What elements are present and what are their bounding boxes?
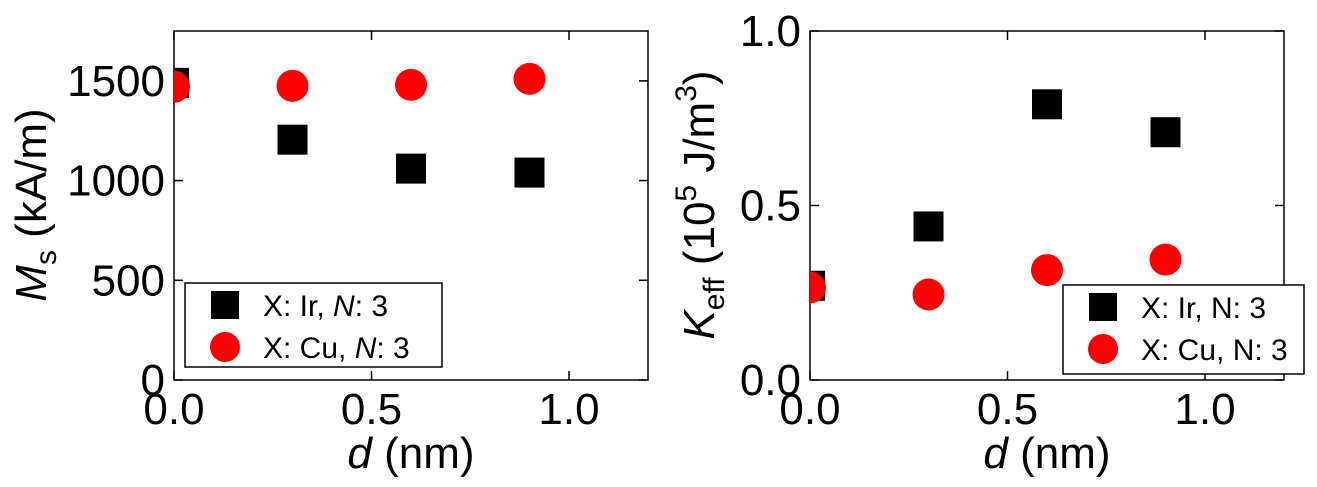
data-point-circle: [1149, 243, 1182, 276]
data-point-square: [514, 157, 545, 188]
y-axis-label: Ms (kA/m): [7, 108, 63, 301]
legend-label: X: Ir, N: 3: [1141, 292, 1266, 325]
data-layer: [810, 89, 1182, 311]
data-point-square: [277, 124, 308, 155]
x-tick-label: 0.5: [341, 385, 402, 434]
x-tick-label: 0.0: [779, 385, 840, 434]
data-point-circle: [810, 271, 826, 304]
data-point-circle: [276, 69, 309, 102]
legend-label: X: Ir, N: 3: [263, 290, 388, 323]
legend-marker-circle: [210, 332, 240, 362]
plot-frame: [173, 30, 649, 381]
data-point-square: [396, 153, 426, 184]
x-axis-label: d (nm): [983, 429, 1110, 478]
legend-marker-square: [1089, 293, 1117, 321]
y-tick-label: 1000: [67, 157, 165, 206]
legend: X: Ir, N: 3 X: Cu, N: 3: [1062, 284, 1305, 375]
x-tick-label: 1.0: [1174, 385, 1235, 434]
data-point-square: [1032, 89, 1062, 120]
legend-marker-square: [211, 291, 239, 319]
data-point-square: [1150, 117, 1181, 148]
x-tick-label: 0.5: [977, 385, 1038, 434]
x-tick-label: 0.0: [143, 385, 204, 434]
data-layer: [174, 62, 546, 188]
data-point-square: [913, 211, 944, 242]
x-tick-label: 1.0: [538, 385, 599, 434]
y-tick-label: 500: [92, 256, 165, 305]
y-tick-label: 1500: [67, 57, 165, 106]
legend-label: X: Cu, N: 3: [1141, 334, 1288, 367]
legend: X: Ir, N: 3 X: Cu, N: 3: [184, 282, 443, 368]
data-point-circle: [1031, 254, 1063, 287]
data-point-circle: [174, 70, 190, 103]
y-tick-label: 1.0: [740, 7, 801, 56]
x-axis-label: d (nm): [347, 429, 474, 478]
ms-panel: 0.0 0.5 1.0 0 500 1000 1500 d (nm) Ms (kA/m) X: I…: [7, 30, 649, 478]
data-point-circle: [912, 278, 945, 311]
data-point-circle: [513, 62, 546, 95]
y-tick-label: 0.5: [740, 182, 801, 231]
y-tick-label: 0: [141, 356, 165, 405]
y-tick-label: 0.0: [740, 356, 801, 405]
y-axis-label: Keff (105 J/m3): [670, 70, 731, 339]
legend-label: X: Cu, N: 3: [263, 332, 410, 365]
legend-marker-circle: [1088, 334, 1118, 364]
keff-panel: 0.0 0.5 1.0 0.0 0.5 1.0 d (nm) Keff (105 J/m3) X…: [670, 7, 1305, 478]
data-point-circle: [395, 68, 427, 101]
